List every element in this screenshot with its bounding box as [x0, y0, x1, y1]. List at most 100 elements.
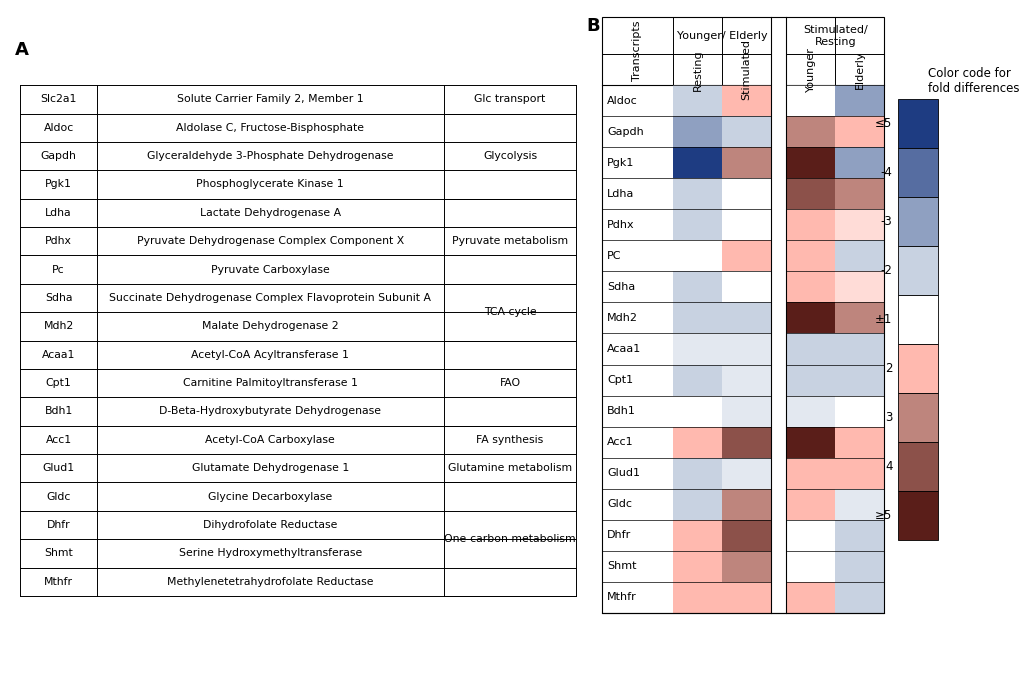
Text: Glyceraldehyde 3-Phosphate Dehydrogenase: Glyceraldehyde 3-Phosphate Dehydrogenase [147, 151, 393, 161]
Text: Resting: Resting [692, 49, 702, 91]
Bar [897, 295, 937, 344]
Bar [786, 582, 835, 613]
Bar [786, 364, 835, 396]
Text: Cpt1: Cpt1 [606, 375, 633, 385]
Text: Stimulated: Stimulated [741, 39, 751, 100]
Text: Dihydrofolate Reductase: Dihydrofolate Reductase [203, 520, 337, 530]
Text: Acaa1: Acaa1 [606, 344, 641, 354]
Text: Glud1: Glud1 [43, 463, 74, 473]
Text: Transcripts: Transcripts [632, 21, 642, 81]
Text: Glutamate Dehydrogenase 1: Glutamate Dehydrogenase 1 [192, 463, 348, 473]
Bar [835, 209, 883, 240]
Bar [673, 426, 721, 458]
Bar [835, 520, 883, 551]
Bar [673, 582, 721, 613]
Text: Shmt: Shmt [44, 548, 73, 558]
Bar [673, 85, 721, 116]
Bar [835, 551, 883, 582]
Bar [897, 491, 937, 540]
Text: Color code for
fold differences: Color code for fold differences [927, 67, 1019, 95]
Bar [721, 116, 770, 147]
Text: Malate Dehydrogenase 2: Malate Dehydrogenase 2 [202, 321, 338, 332]
Bar [835, 240, 883, 272]
Text: Glc transport: Glc transport [474, 94, 545, 104]
Text: A: A [15, 41, 30, 59]
Text: Pyruvate Dehydrogenase Complex Component X: Pyruvate Dehydrogenase Complex Component… [137, 236, 404, 247]
Text: Acetyl-CoA Acyltransferase 1: Acetyl-CoA Acyltransferase 1 [192, 349, 348, 360]
Bar [721, 240, 770, 272]
Text: 4: 4 [884, 460, 892, 473]
Bar [835, 147, 883, 178]
Bar [673, 178, 721, 209]
Text: Gldc: Gldc [47, 492, 70, 502]
Bar [835, 178, 883, 209]
Bar [786, 147, 835, 178]
Text: Glycolysis: Glycolysis [482, 151, 537, 161]
Bar [897, 246, 937, 295]
Bar [721, 396, 770, 426]
Text: Carnitine Palmitoyltransferase 1: Carnitine Palmitoyltransferase 1 [182, 378, 358, 388]
Text: Methylenetetrahydrofolate Reductase: Methylenetetrahydrofolate Reductase [167, 577, 373, 587]
Bar [721, 147, 770, 178]
Text: Acetyl-CoA Carboxylase: Acetyl-CoA Carboxylase [205, 434, 335, 445]
Bar [897, 148, 937, 197]
Bar [721, 520, 770, 551]
Bar [673, 364, 721, 396]
Bar [673, 116, 721, 147]
Bar [721, 334, 770, 364]
Bar [673, 272, 721, 302]
Bar [835, 116, 883, 147]
Text: Aldolase C, Fructose-Bisphosphate: Aldolase C, Fructose-Bisphosphate [176, 123, 364, 133]
Bar [835, 302, 883, 334]
Bar [673, 209, 721, 240]
Bar [721, 85, 770, 116]
Text: Sdha: Sdha [606, 282, 635, 292]
Bar [721, 178, 770, 209]
Text: Gapdh: Gapdh [41, 151, 76, 161]
Bar [673, 396, 721, 426]
Text: Acc1: Acc1 [606, 437, 633, 447]
Text: Aldoc: Aldoc [606, 95, 637, 106]
Text: Bdh1: Bdh1 [606, 406, 635, 416]
Bar [786, 334, 835, 364]
Text: Elderly: Elderly [854, 50, 864, 89]
Bar [721, 209, 770, 240]
Bar [786, 272, 835, 302]
Bar [673, 302, 721, 334]
Text: FAO: FAO [499, 378, 520, 388]
Bar [673, 551, 721, 582]
Text: Slc2a1: Slc2a1 [41, 94, 76, 104]
Text: Shmt: Shmt [606, 561, 636, 571]
Text: ≤5: ≤5 [874, 116, 892, 130]
Bar [721, 551, 770, 582]
Bar [786, 520, 835, 551]
Bar [835, 458, 883, 489]
Text: Younger/ Elderly: Younger/ Elderly [677, 31, 766, 41]
Bar [673, 458, 721, 489]
Text: 2: 2 [884, 362, 892, 375]
Text: Mdh2: Mdh2 [44, 321, 73, 332]
Bar [897, 344, 937, 393]
Bar [835, 334, 883, 364]
Text: Gapdh: Gapdh [606, 127, 643, 137]
Text: B: B [586, 17, 599, 35]
Text: -3: -3 [879, 215, 892, 228]
Text: Glud1: Glud1 [606, 469, 639, 478]
Bar [601, 17, 883, 613]
Text: One-carbon metabolism: One-carbon metabolism [443, 534, 576, 544]
Bar [835, 85, 883, 116]
Bar [786, 209, 835, 240]
Text: Dhfr: Dhfr [47, 520, 70, 530]
Text: Glycine Decarboxylase: Glycine Decarboxylase [208, 492, 332, 502]
Bar [897, 442, 937, 491]
Bar [721, 364, 770, 396]
Text: Younger: Younger [805, 48, 815, 92]
Text: Mdh2: Mdh2 [606, 313, 637, 323]
Bar [786, 458, 835, 489]
Text: Mthfr: Mthfr [606, 592, 636, 603]
Text: -2: -2 [879, 264, 892, 277]
Text: Pyruvate metabolism: Pyruvate metabolism [451, 236, 568, 247]
Bar [897, 99, 937, 148]
Bar [770, 17, 786, 613]
Bar [673, 240, 721, 272]
